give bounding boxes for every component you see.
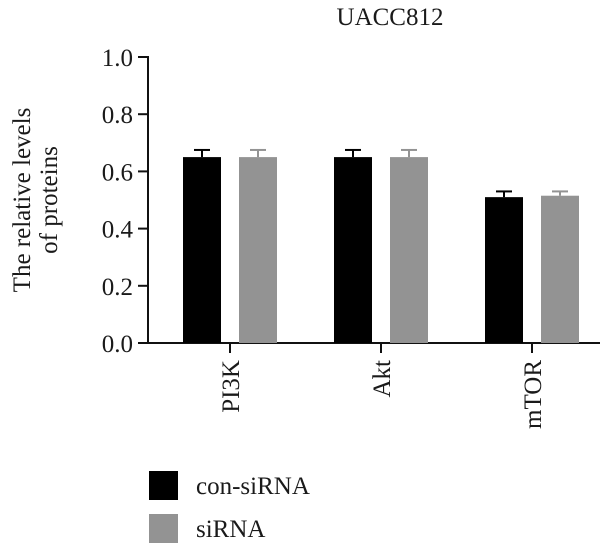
x-category-label: mTOR xyxy=(520,360,547,429)
bar xyxy=(334,157,372,343)
axes: 0.0 0.2 0.4 0.6 0.8 1.0 PI3K Akt mTOR xyxy=(102,45,600,429)
legend-label: con-siRNA xyxy=(196,473,310,500)
y-tick-label: 0.4 xyxy=(102,217,134,244)
y-tick-label: 0.2 xyxy=(102,274,133,301)
legend: con-siRNA siRNA xyxy=(149,471,310,543)
legend-swatch xyxy=(149,514,178,543)
x-category-label: PI3K xyxy=(218,360,245,413)
x-category-label: Akt xyxy=(369,360,396,398)
bar xyxy=(541,195,579,343)
y-tick-label: 0.6 xyxy=(102,159,133,186)
chart-title: UACC812 xyxy=(337,4,444,31)
y-axis-label-line-2: of proteins xyxy=(36,146,63,254)
y-tick-label: 0.0 xyxy=(102,331,133,358)
bar xyxy=(183,157,221,343)
y-tick-label: 1.0 xyxy=(102,45,133,72)
y-tick-label: 0.8 xyxy=(102,102,133,129)
legend-swatch xyxy=(149,471,178,500)
bar xyxy=(390,157,428,343)
bar xyxy=(485,197,523,343)
legend-label: siRNA xyxy=(196,516,265,543)
bar xyxy=(239,157,277,343)
y-axis-label-line-1: The relative levels xyxy=(9,108,36,293)
bars xyxy=(183,148,579,343)
y-axis-label: The relative levels of proteins xyxy=(9,108,63,293)
